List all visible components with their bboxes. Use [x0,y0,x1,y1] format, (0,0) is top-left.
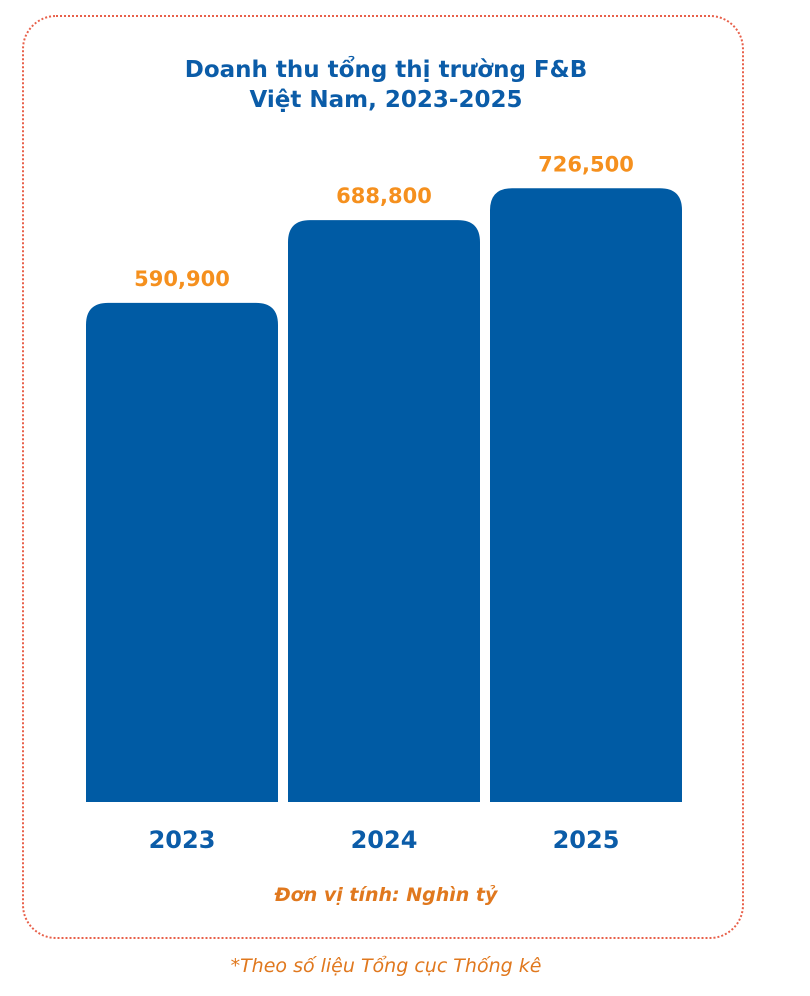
category-label-2024: 2024 [351,826,418,854]
unit-note: Đơn vị tính: Nghìn tỷ [274,884,498,906]
chart-title-line2: Việt Nam, 2023-2025 [249,87,523,113]
source-note: *Theo số liệu Tổng cục Thống kê [230,955,542,977]
category-label-2023: 2023 [149,826,216,854]
value-label-2024: 688,800 [336,184,432,208]
value-label-2023: 590,900 [134,267,230,291]
bar-2024 [288,220,480,802]
chart-title: Doanh thu tổng thị trường F&B Việt Nam, … [0,55,772,115]
value-label-2025: 726,500 [538,152,634,176]
bar-2023 [86,302,278,802]
bar-2025 [490,188,682,802]
category-label-2025: 2025 [553,826,620,854]
chart-title-line1: Doanh thu tổng thị trường F&B [184,57,588,83]
chart-card [22,15,744,939]
